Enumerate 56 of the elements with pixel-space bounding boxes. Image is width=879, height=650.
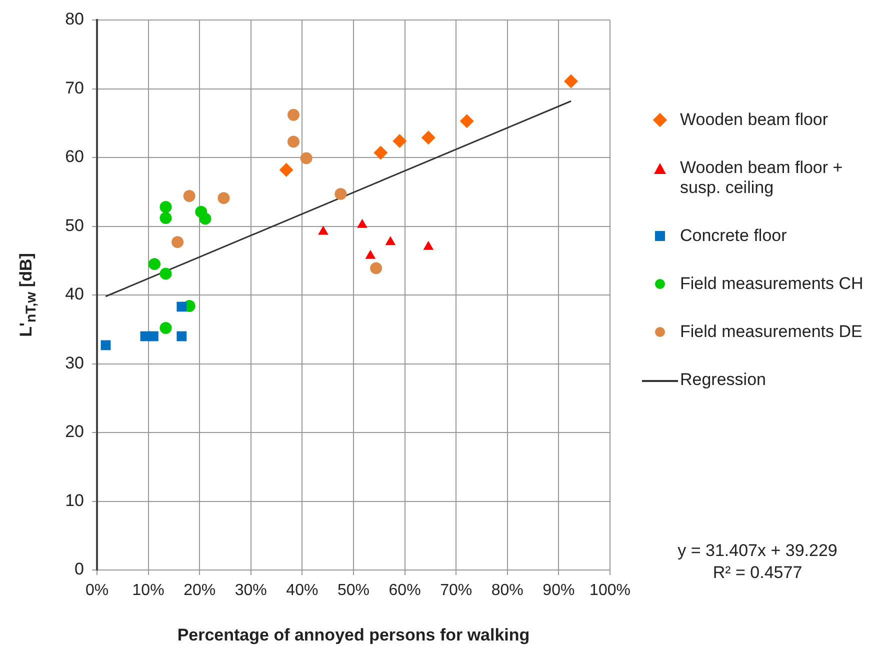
x-tick-label: 100% [590, 582, 630, 600]
y-tick-label: 40 [65, 284, 84, 304]
point [365, 250, 376, 259]
point [176, 331, 187, 342]
y-tick-label: 60 [65, 147, 84, 166]
point [148, 331, 158, 342]
y-tick-label: 70 [65, 78, 84, 98]
point [100, 340, 111, 350]
point [172, 236, 184, 248]
point [392, 134, 407, 148]
y-tick-label: 20 [65, 422, 84, 442]
x-axis-title: Percentage of annoyed persons for walking [177, 625, 530, 644]
y-tick-label: 50 [65, 216, 84, 235]
x-tick-label: 70% [440, 582, 472, 600]
point [334, 188, 347, 200]
point [318, 226, 328, 235]
point [148, 258, 160, 270]
legend-label: Concrete floor [680, 226, 788, 246]
y-tick-label: 30 [65, 353, 84, 372]
point [218, 192, 230, 204]
text: R² = 0.4577 [712, 562, 804, 584]
y-tick-label: 80 [65, 10, 84, 29]
x-tick-label: 0% [85, 582, 109, 600]
point [287, 136, 300, 148]
point [160, 268, 172, 280]
x-tick-label: 80% [491, 582, 524, 600]
x-tick-label: 50% [337, 582, 370, 600]
point [370, 262, 382, 274]
legend-label: Field measurements CH [680, 274, 864, 294]
x-tick-label: 30% [234, 582, 267, 600]
point [460, 114, 474, 128]
point [300, 152, 312, 164]
point [421, 130, 436, 145]
point [374, 146, 388, 160]
point [183, 190, 196, 202]
x-tick-label: 60% [388, 582, 421, 600]
point [160, 212, 172, 224]
x-tick-label: 10% [132, 582, 164, 600]
legend-label: Field measurements DE [680, 322, 864, 342]
legend-label: Wooden beam floor + susp. ceiling [680, 158, 844, 198]
point [279, 162, 294, 177]
point [176, 302, 187, 312]
point [199, 212, 212, 225]
legend-label: Wooden beam floor [680, 110, 830, 130]
text: y = 31.407x + 39.229 [676, 540, 838, 562]
x-tick-label: 90% [542, 582, 575, 600]
point [160, 201, 172, 213]
y-tick-label: 0 [74, 560, 84, 579]
legend-label: Regression [680, 370, 767, 390]
point [287, 108, 300, 121]
point [160, 322, 172, 334]
x-tick-label: 40% [286, 582, 318, 600]
point [385, 236, 396, 246]
x-tick-label: 20% [184, 582, 216, 600]
y-tick-label: 10 [65, 490, 84, 510]
point [564, 74, 578, 88]
